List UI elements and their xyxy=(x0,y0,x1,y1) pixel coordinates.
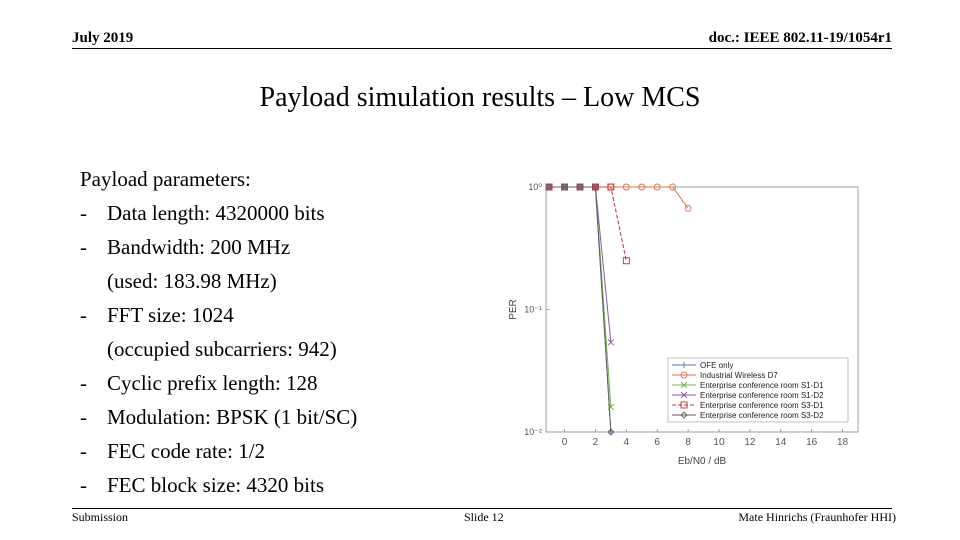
item-note: (occupied subcarriers: 942) xyxy=(107,337,337,361)
legend-box xyxy=(667,357,849,423)
marker xyxy=(576,183,584,191)
body-heading: Payload parameters: xyxy=(80,167,251,191)
chart: 0 2 4 6 8 10 12 14 16 18 10⁰ 10⁻¹ 10⁻² Eb/N0 / dB PER O… xyxy=(508,182,859,467)
y-tick-label: 10⁰ xyxy=(528,182,542,192)
item-note: (used: 183.98 MHz) xyxy=(107,269,277,293)
x-tick-label: 6 xyxy=(654,437,660,448)
item: Data length: 4320000 bits xyxy=(80,196,357,230)
legend-label: Enterprise conference room S1-D2 xyxy=(700,391,824,400)
series-line xyxy=(549,186,612,433)
legend-marker xyxy=(680,371,688,379)
series-line xyxy=(549,186,612,433)
item: FEC code rate: 1/2 xyxy=(80,434,357,468)
legend-marker xyxy=(680,411,688,419)
marker xyxy=(607,338,615,346)
y-axis-label: PER xyxy=(508,299,519,320)
slide-title: Payload simulation results – Low MCS xyxy=(259,82,701,113)
item: Cyclic prefix length: 128 xyxy=(80,366,357,400)
item: FFT size: 1024 (occupied subcarriers: 942… xyxy=(80,298,357,366)
item-text: Bandwidth: 200 MHz xyxy=(107,235,291,259)
marker xyxy=(607,183,615,191)
header-rule xyxy=(72,48,892,49)
item: Modulation: BPSK (1 bit/SC) xyxy=(80,400,357,434)
item-list: Data length: 4320000 bits Bandwidth: 200 … xyxy=(80,196,357,502)
y-tick-label: 10⁻² xyxy=(524,427,542,437)
footer-left: Submission xyxy=(72,510,129,524)
marker xyxy=(622,183,630,191)
header-doc: doc.: IEEE 802.11-19/1054r1 xyxy=(708,30,892,46)
marker xyxy=(653,183,661,191)
legend-marker xyxy=(681,362,687,368)
legend-label: Enterprise conference room S3-D1 xyxy=(700,401,824,410)
marker xyxy=(560,183,569,191)
marker xyxy=(545,183,553,191)
item-text: FEC code rate: 1/2 xyxy=(107,439,266,463)
y-tick-label: 10⁻¹ xyxy=(524,305,542,315)
legend-marker xyxy=(680,381,688,389)
marker xyxy=(607,428,615,436)
legend-marker xyxy=(680,391,688,399)
x-tick-label: 4 xyxy=(624,437,630,448)
legend-label: OFE only xyxy=(700,361,733,370)
item-text: FEC block size: 4320 bits xyxy=(107,473,324,497)
footer-center: Slide 12 xyxy=(464,510,504,524)
x-tick-label: 18 xyxy=(837,437,849,448)
legend-label: Enterprise conference room S1-D1 xyxy=(700,381,824,390)
marker xyxy=(545,183,553,191)
series-line xyxy=(549,186,689,209)
series-line xyxy=(549,186,612,408)
x-tick-label: 2 xyxy=(593,437,599,448)
x-tick-label: 14 xyxy=(775,437,787,448)
legend-label: Industrial Wireless D7 xyxy=(700,371,778,380)
body: Payload parameters: Data length: 4320000… xyxy=(80,162,357,502)
x-tick-label: 8 xyxy=(685,437,691,448)
marker xyxy=(591,183,600,191)
x-tick-label: 0 xyxy=(562,437,568,448)
series-line xyxy=(549,186,612,343)
legend-label: Enterprise conference room S3-D2 xyxy=(700,411,824,420)
marker xyxy=(638,183,646,191)
footer-right: Mate Hinrichs (Fraunhofer HHI) xyxy=(738,510,896,524)
item-text: Data length: 4320000 bits xyxy=(107,201,325,225)
series-line xyxy=(549,186,627,261)
item-text: Cyclic prefix length: 128 xyxy=(107,371,318,395)
x-axis-label: Eb/N0 / dB xyxy=(678,456,727,467)
item-text: Modulation: BPSK (1 bit/SC) xyxy=(107,405,358,429)
footer-rule xyxy=(72,508,892,509)
marker xyxy=(684,204,692,212)
item: FEC block size: 4320 bits xyxy=(80,468,357,502)
x-tick-label: 16 xyxy=(806,437,818,448)
x-tick-label: 12 xyxy=(744,437,756,448)
header-date: July 2019 xyxy=(72,30,134,46)
legend-marker xyxy=(680,401,688,409)
marker xyxy=(669,183,677,191)
marker xyxy=(622,257,630,265)
x-tick-label: 10 xyxy=(713,437,725,448)
item: Bandwidth: 200 MHz (used: 183.98 MHz) xyxy=(80,230,357,298)
item-text: FFT size: 1024 xyxy=(107,303,234,327)
